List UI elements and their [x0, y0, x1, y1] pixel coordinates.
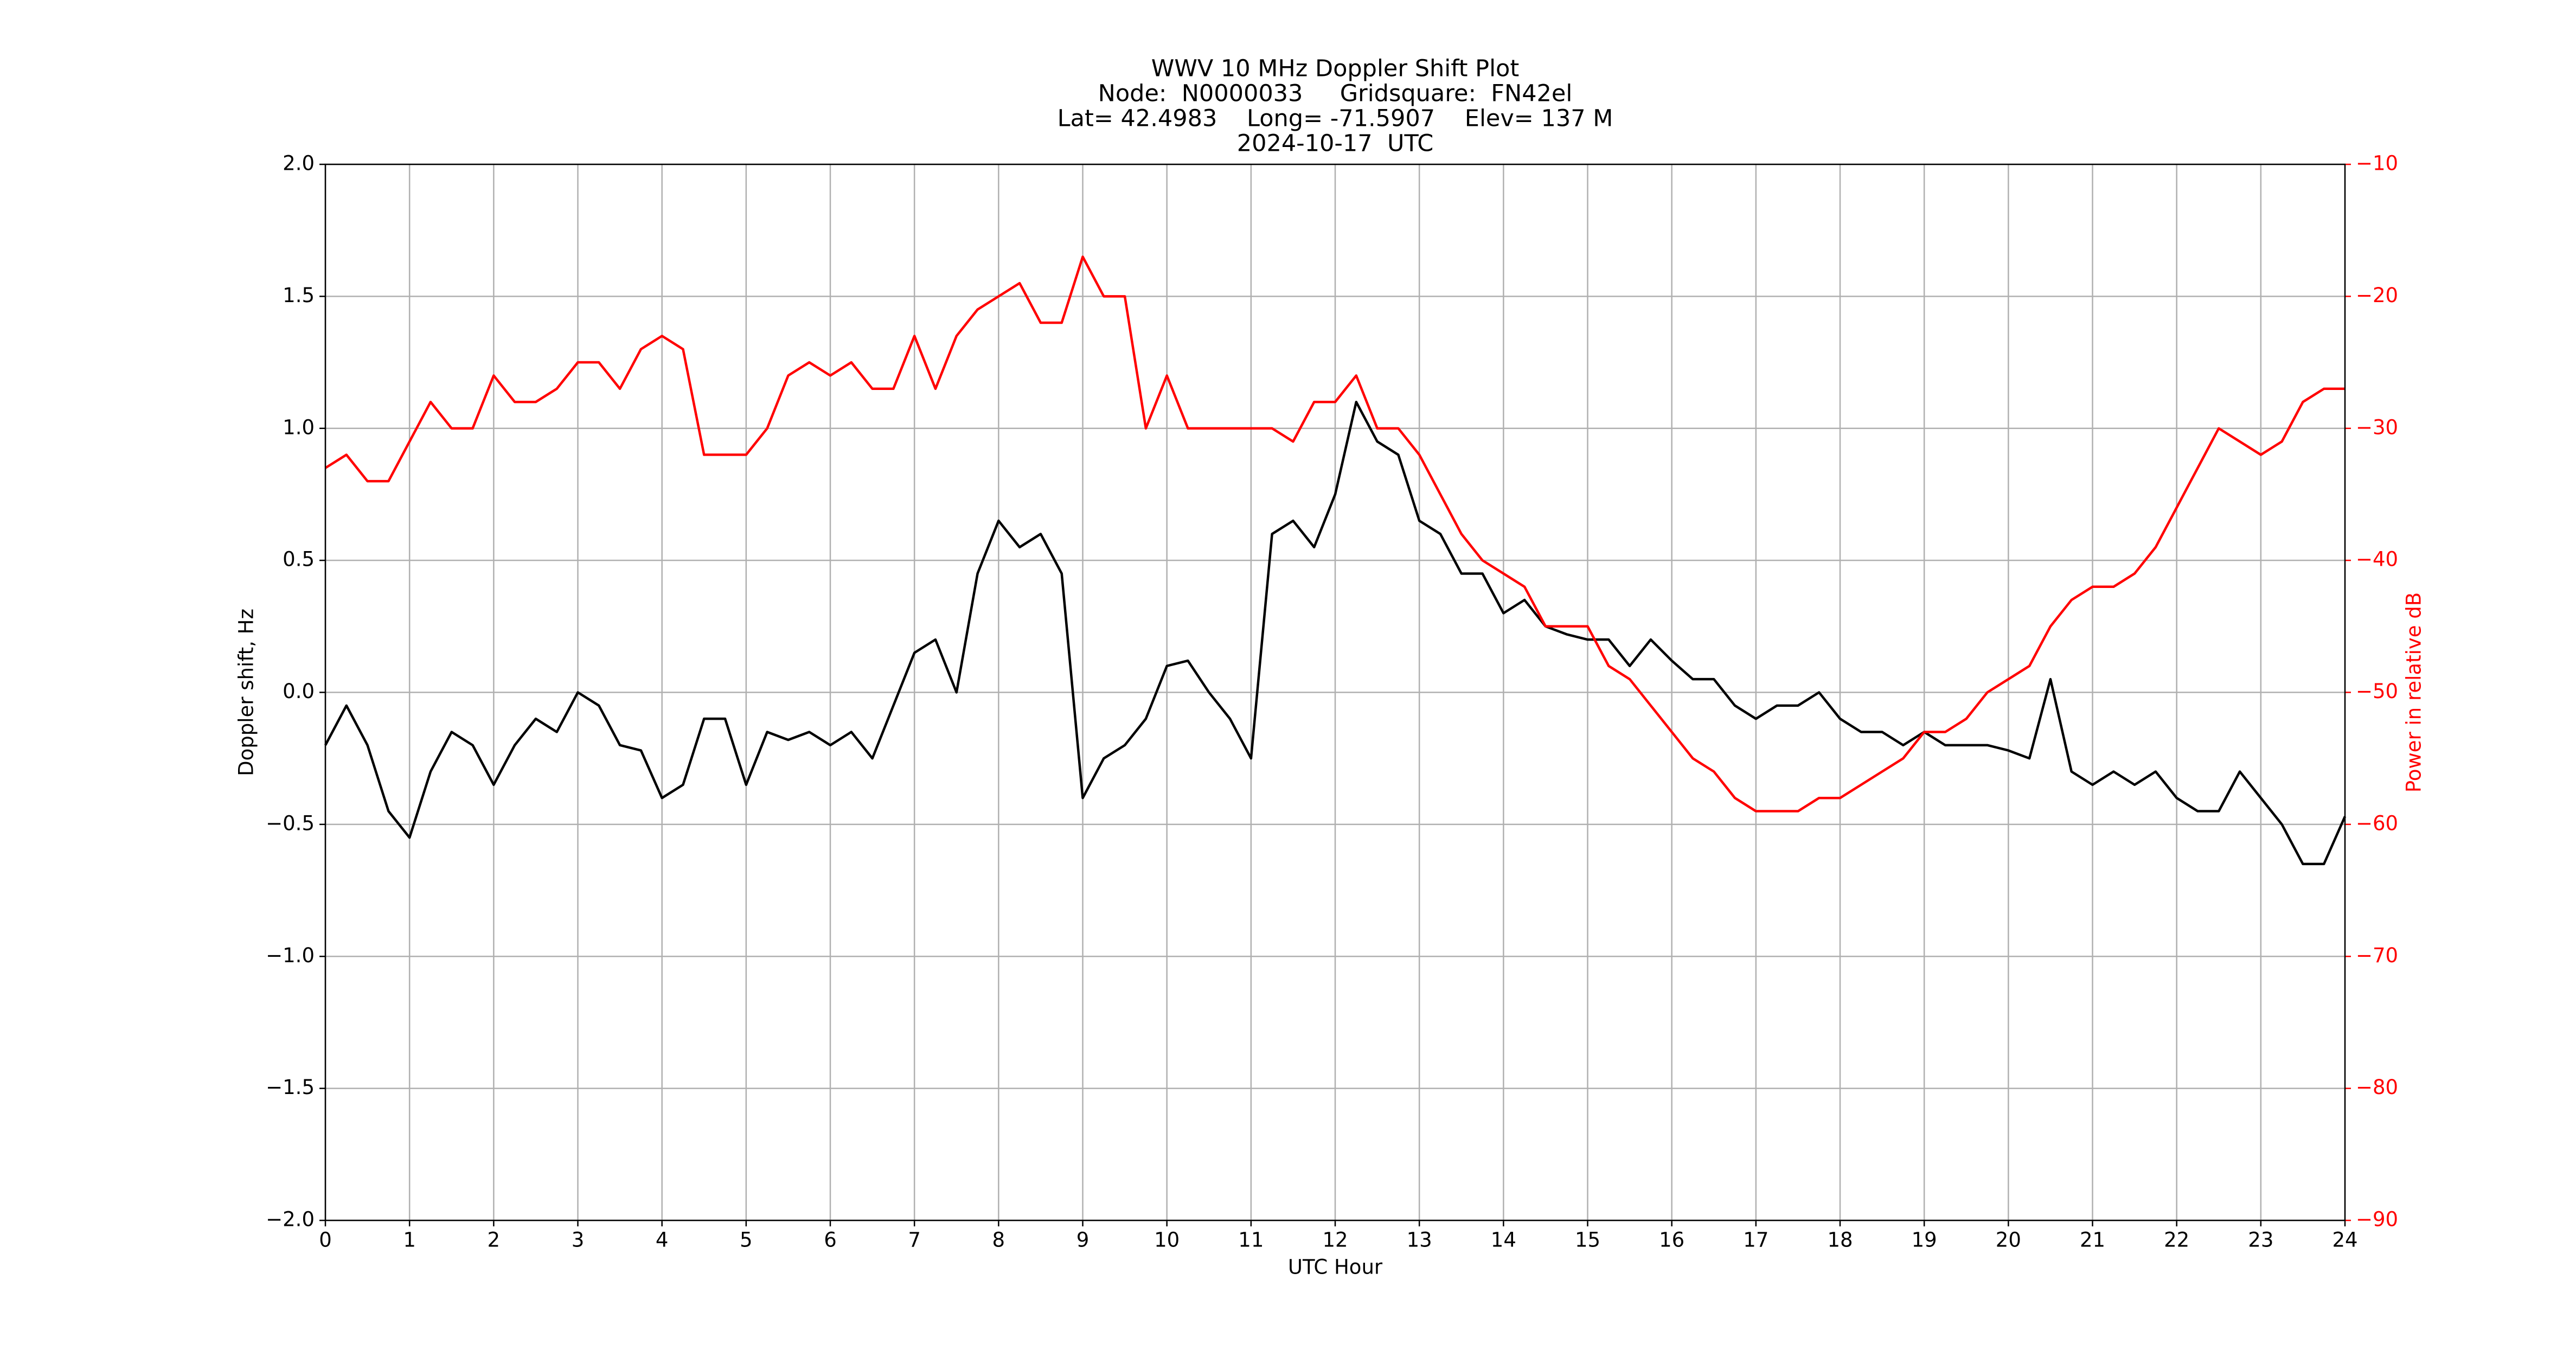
y-tick-label: −1.5: [266, 1076, 315, 1099]
x-tick-label: 1: [403, 1229, 416, 1252]
x-tick-label: 6: [824, 1229, 837, 1252]
y2-tick-label: −30: [2356, 415, 2398, 439]
x-tick-label: 11: [1238, 1229, 1264, 1252]
y2-tick-label: −20: [2356, 284, 2398, 307]
y2-tick-label: −50: [2356, 680, 2398, 703]
x-tick-label: 3: [572, 1229, 585, 1252]
x-tick-label: 2: [488, 1229, 501, 1252]
y-tick-label: 1.0: [283, 415, 315, 439]
plot-frame: [324, 163, 2346, 1221]
x-tick-label: 22: [2164, 1229, 2189, 1252]
x-tick-label: 15: [1575, 1229, 1600, 1252]
series-line: [324, 255, 2345, 813]
y-axis-label: Doppler shift, Hz: [235, 609, 258, 776]
chart-title: Lat= 42.4983 Long= -71.5907 Elev= 137 M: [1058, 105, 1613, 132]
y-tick-label: 1.5: [283, 284, 315, 307]
x-tick-label: 21: [2080, 1229, 2105, 1252]
x-tick-label: 0: [319, 1229, 332, 1252]
y2-tick-label: −10: [2356, 152, 2398, 175]
chart-title: 2024-10-17 UTC: [1237, 130, 1433, 157]
x-tick-label: 8: [992, 1229, 1005, 1252]
y-tick-label: 0.0: [283, 680, 315, 703]
chart-title: WWV 10 MHz Doppler Shift Plot: [1151, 55, 1519, 82]
x-tick-label: 4: [656, 1229, 669, 1252]
chart-title: Node: N0000033 Gridsquare: FN42el: [1098, 80, 1573, 107]
y-tick-label: −1.0: [266, 944, 315, 967]
x-tick-label: 10: [1154, 1229, 1180, 1252]
x-tick-label: 9: [1076, 1229, 1090, 1252]
y-tick-label: −2.0: [266, 1208, 315, 1231]
x-tick-label: 19: [1912, 1229, 1937, 1252]
y-tick-label: −0.5: [266, 811, 315, 835]
x-tick-label: 23: [2248, 1229, 2273, 1252]
y2-tick-label: −90: [2356, 1208, 2398, 1231]
y2-tick-label: −40: [2356, 548, 2398, 571]
x-axis-label: UTC Hour: [1288, 1256, 1383, 1279]
x-tick-label: 24: [2332, 1229, 2357, 1252]
x-tick-label: 18: [1827, 1229, 1853, 1252]
series-line: [324, 400, 2347, 866]
x-tick-label: 14: [1491, 1229, 1516, 1252]
x-tick-label: 7: [908, 1229, 921, 1252]
x-tick-label: 20: [1996, 1229, 2021, 1252]
y2-tick-label: −80: [2356, 1076, 2398, 1099]
x-tick-label: 13: [1407, 1229, 1432, 1252]
y2-tick-label: −70: [2356, 944, 2398, 967]
x-tick-label: 5: [740, 1229, 753, 1252]
x-tick-label: 12: [1322, 1229, 1348, 1252]
x-tick-label: 17: [1743, 1229, 1768, 1252]
y-tick-label: 2.0: [283, 152, 315, 175]
y2-tick-label: −60: [2356, 811, 2398, 835]
y-tick-label: 0.5: [283, 548, 315, 571]
x-tick-label: 16: [1659, 1229, 1684, 1252]
y2-axis-label: Power in relative dB: [2402, 592, 2426, 792]
